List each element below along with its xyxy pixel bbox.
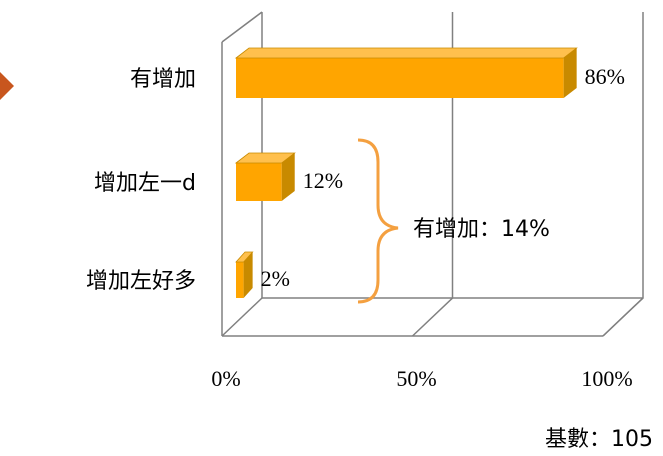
x-tick-label: 100% (581, 366, 632, 391)
group-brace (357, 138, 399, 304)
category-label: 增加左好多 (86, 269, 196, 294)
x-tick-labels: 0% 50% 100% (211, 366, 632, 391)
group-annotation-label: 有增加：14% (413, 217, 550, 242)
value-label: 12% (303, 168, 343, 193)
bar-0 (236, 58, 564, 98)
base-count-note: 基數：105 (545, 427, 653, 452)
value-labels: 86% 12% 2% (261, 64, 625, 291)
bar-side-0 (563, 48, 577, 98)
gridlines (411, 12, 644, 337)
x-tick-label: 0% (211, 366, 240, 391)
floor-left-edge (221, 297, 263, 337)
bar-side-1 (281, 153, 295, 201)
gridline-50 (411, 12, 454, 337)
bars (234, 47, 578, 298)
category-label: 增加左一d (94, 171, 196, 196)
bar-side-2 (243, 252, 253, 298)
value-label: 86% (585, 64, 625, 89)
category-label: 有增加 (130, 67, 196, 92)
decorative-arrow-icon (0, 72, 14, 100)
x-tick-label: 50% (396, 366, 436, 391)
bar-top-0 (234, 47, 578, 59)
wall-top-edge (221, 11, 263, 43)
gridline-100 (602, 12, 644, 337)
bar-2 (236, 262, 244, 298)
value-label: 2% (261, 266, 290, 291)
bar-1 (236, 163, 282, 201)
